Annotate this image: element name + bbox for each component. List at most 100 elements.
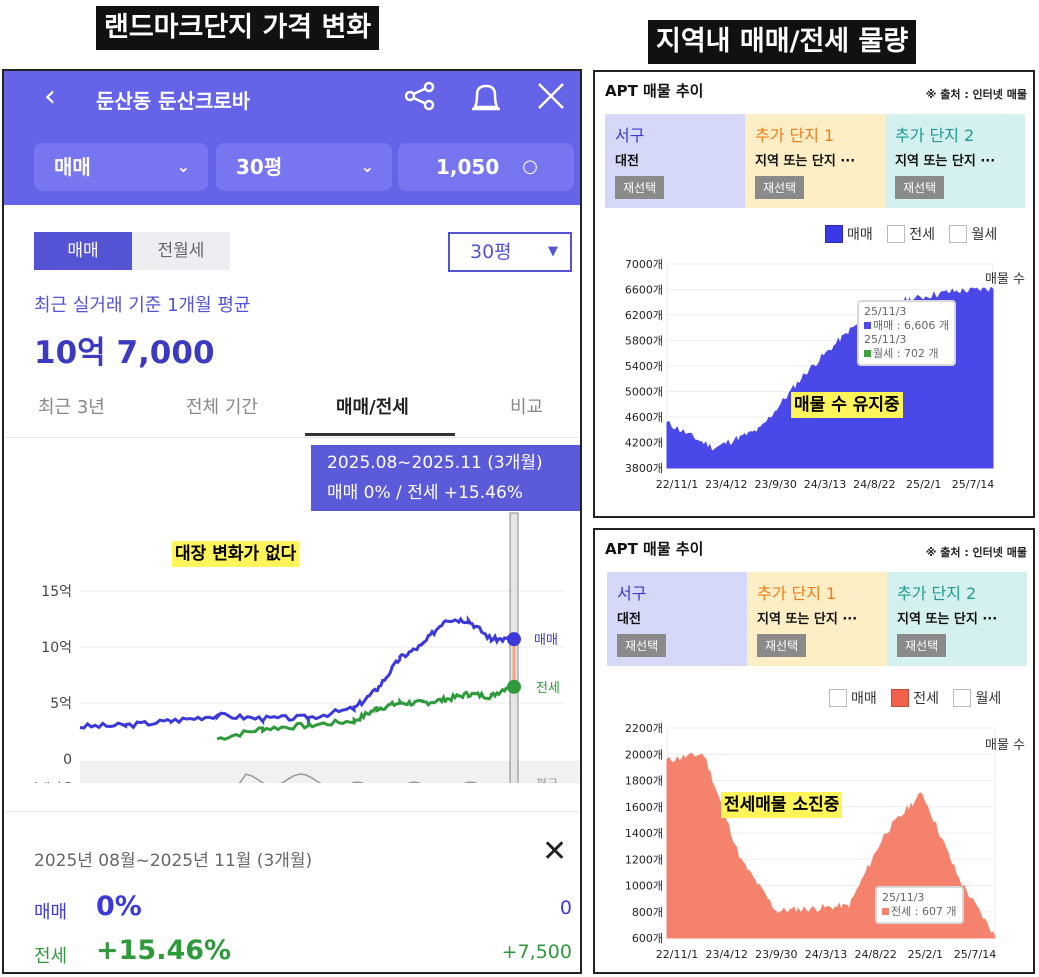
reselect-button[interactable]: 재선택	[895, 176, 945, 199]
tooltip-line: 월세 : 702 개	[864, 347, 949, 361]
y-tick-label: 15억	[41, 584, 72, 600]
legend-jeonse[interactable]: 전세	[887, 225, 935, 243]
x-tick-label: 25/2/1	[906, 478, 941, 491]
ratio-series-line	[237, 773, 478, 783]
app-screen: ‹ 둔산동 둔산크로바 매매 ⌄ 30평 ⌄ 1,050 ○ 매매 전월세 30…	[2, 69, 582, 974]
selector-name: 서구	[617, 584, 647, 603]
selector-extra-1[interactable]: 추가 단지 1 지역 또는 단지 ··· 재선택	[747, 572, 887, 666]
selector-sub: 대전	[615, 154, 639, 169]
sale-end-point	[507, 632, 521, 647]
selector-extra-2[interactable]: 추가 단지 2 지역 또는 단지 ··· 재선택	[885, 114, 1025, 208]
ratio-band	[80, 761, 580, 783]
y-tick-label: 7000개	[625, 258, 663, 271]
chevron-down-icon: ⌄	[360, 157, 374, 176]
jeonse-series-line	[216, 679, 516, 741]
y-tick-label: 800개	[632, 906, 663, 919]
panel-source: ※ 출처 : 인터넷 매물	[925, 546, 1027, 559]
tooltip-date: 25/11/3	[864, 305, 907, 318]
legend-sale[interactable]: 매매	[825, 225, 873, 243]
right-heading: 지역내 매매/전세 물량	[648, 20, 917, 64]
y-tick-label: 5800개	[625, 335, 663, 348]
selector-region[interactable]: 서구 대전 재선택	[607, 572, 747, 666]
selector-name: 추가 단지 2	[895, 126, 975, 145]
tooltip-line: 전세 : 607 개	[882, 905, 957, 919]
x-tick-label: 24/3/13	[804, 478, 846, 491]
x-tick-label: 23/9/30	[755, 948, 797, 961]
chart-tooltip: 25/11/3 매매 : 6,606 개 25/11/3 월세 : 702 개	[857, 300, 957, 366]
selector-extra-1[interactable]: 추가 단지 1 지역 또는 단지 ··· 재선택	[745, 114, 885, 208]
jeonse-series-label: 전세	[536, 681, 560, 696]
x-tick-label: 23/4/12	[705, 948, 747, 961]
tooltip-line: 매매 : 6,606 개	[864, 319, 949, 333]
listing-panel-sale: APT 매물 추이 ※ 출처 : 인터넷 매물 서구 대전 재선택 추가 단지 …	[593, 70, 1035, 518]
tooltip-date: 25/11/3	[864, 333, 907, 346]
checkbox-icon	[949, 225, 968, 243]
close-icon[interactable]	[536, 81, 566, 118]
y-tick-label: 6200개	[625, 309, 663, 322]
chart-corner-label: 매물 수	[984, 738, 1025, 753]
segment-rent[interactable]: 전월세	[132, 232, 230, 270]
jeonse-end-point	[507, 679, 521, 694]
x-tick-label: 24/3/13	[805, 948, 847, 961]
size-label: 30평	[236, 155, 283, 179]
checkbox-icon	[829, 689, 847, 707]
highlight-note: 매물 수 유지중	[791, 392, 903, 418]
x-tick-label: 23/4/12	[705, 478, 747, 491]
period-tooltip: 2025.08~2025.11 (3개월) 매매 0% / 전세 +15.46%	[311, 445, 580, 511]
highlight-note: 전세매물 소진중	[721, 792, 843, 818]
checkbox-checked-icon	[891, 689, 910, 707]
comment-icon: ○	[522, 156, 538, 177]
x-tick-label: 24/8/22	[853, 478, 895, 491]
comment-button[interactable]: 1,050 ○	[398, 143, 574, 191]
tab-all-period[interactable]: 전체 기간	[186, 397, 258, 418]
reselect-button[interactable]: 재선택	[617, 634, 667, 657]
tab-compare[interactable]: 비교	[510, 397, 544, 418]
x-tick-label: 22/11/1	[656, 948, 698, 961]
chart-corner-label: 매물 수	[984, 272, 1025, 287]
legend-monthly[interactable]: 월세	[949, 225, 997, 243]
summary-period: 2025년 08월~2025년 11월 (3개월)	[34, 851, 313, 871]
checkbox-icon	[953, 689, 972, 707]
selector-sub: 지역 또는 단지 ···	[757, 612, 858, 627]
legend-jeonse[interactable]: 전세	[891, 689, 939, 707]
share-icon[interactable]	[404, 81, 436, 118]
selector-region[interactable]: 서구 대전 재선택	[605, 114, 745, 208]
reselect-button[interactable]: 재선택	[615, 176, 665, 199]
y-tick-label: 5000개	[625, 386, 663, 399]
selector-sub: 대전	[617, 612, 641, 627]
panel-title: APT 매물 추이	[605, 540, 704, 558]
tab-recent-3y[interactable]: 최근 3년	[38, 397, 105, 418]
segment-sale[interactable]: 매매	[34, 232, 132, 270]
price-subtitle: 최근 실거래 기준 1개월 평균	[34, 295, 251, 316]
selector-name: 추가 단지 1	[755, 126, 835, 145]
selector-extra-2[interactable]: 추가 단지 2 지역 또는 단지 ··· 재선택	[887, 572, 1027, 666]
jeonse-change: +15.46%	[96, 935, 232, 966]
y-tick-label: 6600개	[625, 284, 663, 297]
y-tick-label: 2200개	[625, 722, 663, 735]
trade-type-select[interactable]: 매매 ⌄	[34, 143, 208, 191]
y-tick-label: 1400개	[625, 827, 663, 840]
x-tick-label: 24/8/22	[854, 948, 896, 961]
average-price: 10억 7,000	[34, 335, 215, 371]
chevron-left-icon[interactable]: ‹	[44, 79, 56, 114]
bell-icon[interactable]	[468, 81, 504, 120]
y-tick-label: 4200개	[625, 437, 663, 450]
panel-source: ※ 출처 : 인터넷 매물	[925, 88, 1027, 101]
tab-sale-jeonse[interactable]: 매매/전세	[336, 397, 409, 418]
selector-name: 추가 단지 2	[897, 584, 977, 603]
y-tick-label: 1200개	[625, 853, 663, 866]
size-select[interactable]: 30평 ⌄	[216, 143, 392, 191]
reselect-button[interactable]: 재선택	[757, 634, 807, 657]
x-tick-label: 23/9/30	[754, 478, 796, 491]
ratio-average-label: 평균	[536, 777, 558, 783]
pyeong-select[interactable]: 30평 ▼	[448, 232, 572, 272]
reselect-button[interactable]: 재선택	[897, 634, 947, 657]
selector-name: 서구	[615, 126, 645, 145]
summary-sheet: 2025년 08월~2025년 11월 (3개월) ✕ 매매 0% 0 전세 +…	[4, 811, 580, 972]
legend-monthly[interactable]: 월세	[953, 689, 1001, 707]
reselect-button[interactable]: 재선택	[755, 176, 805, 199]
x-tick-label: 25/7/14	[954, 948, 996, 961]
close-icon[interactable]: ✕	[542, 834, 568, 869]
y-tick-label: 0	[63, 752, 72, 768]
legend-sale[interactable]: 매매	[829, 689, 877, 707]
